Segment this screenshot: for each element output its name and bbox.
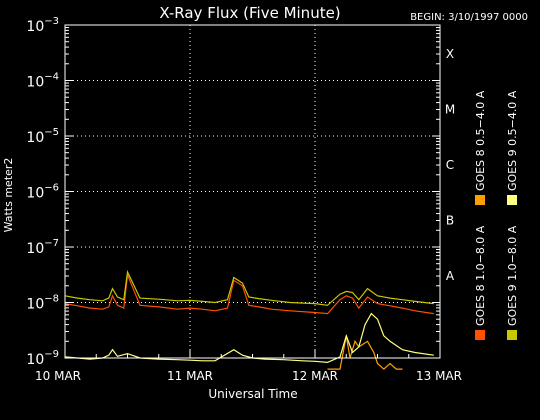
x-axis-label: Universal Time — [208, 387, 297, 401]
begin-label: BEGIN: 3/10/1997 0000 — [410, 12, 528, 23]
y-tick-label: 10−3 — [26, 16, 59, 35]
legend-swatch — [475, 330, 485, 340]
y-tick-label: 10−7 — [26, 238, 59, 257]
y-axis-label: Watts meter2 — [2, 158, 15, 233]
flare-class-label: M — [445, 102, 455, 116]
legend-label: GOES 8 0.5−4.0 A — [474, 90, 487, 191]
x-tick-label: 12 MAR — [292, 369, 338, 383]
legend-label: GOES 9 0.5−4.0 A — [506, 90, 519, 191]
legend-swatch — [507, 195, 517, 205]
chart-title: X-Ray Flux (Five Minute) — [159, 4, 340, 22]
series-line-2 — [64, 312, 434, 364]
flare-class-label: B — [446, 213, 454, 227]
series-line-1 — [327, 335, 403, 370]
y-tick-label: 10−9 — [26, 349, 59, 368]
series-line-0 — [64, 274, 434, 315]
flare-class-label: C — [446, 158, 454, 172]
series-line-3 — [64, 269, 434, 306]
y-tick-label: 10−8 — [26, 294, 59, 313]
y-tick-label: 10−5 — [26, 127, 59, 146]
x-tick-label: 11 MAR — [167, 369, 213, 383]
y-tick-label: 10−4 — [26, 72, 59, 91]
legend-label: GOES 8 1.0−8.0 A — [474, 225, 487, 326]
flare-class-label: A — [446, 269, 455, 283]
x-tick-label: 10 MAR — [35, 369, 81, 383]
y-tick-label: 10−6 — [26, 183, 59, 202]
x-tick-label: 13 MAR — [416, 369, 462, 383]
legend-swatch — [475, 195, 485, 205]
legend-swatch — [507, 330, 517, 340]
flare-class-label: X — [446, 47, 454, 61]
legend-label: GOES 9 1.0−8.0 A — [506, 225, 519, 326]
